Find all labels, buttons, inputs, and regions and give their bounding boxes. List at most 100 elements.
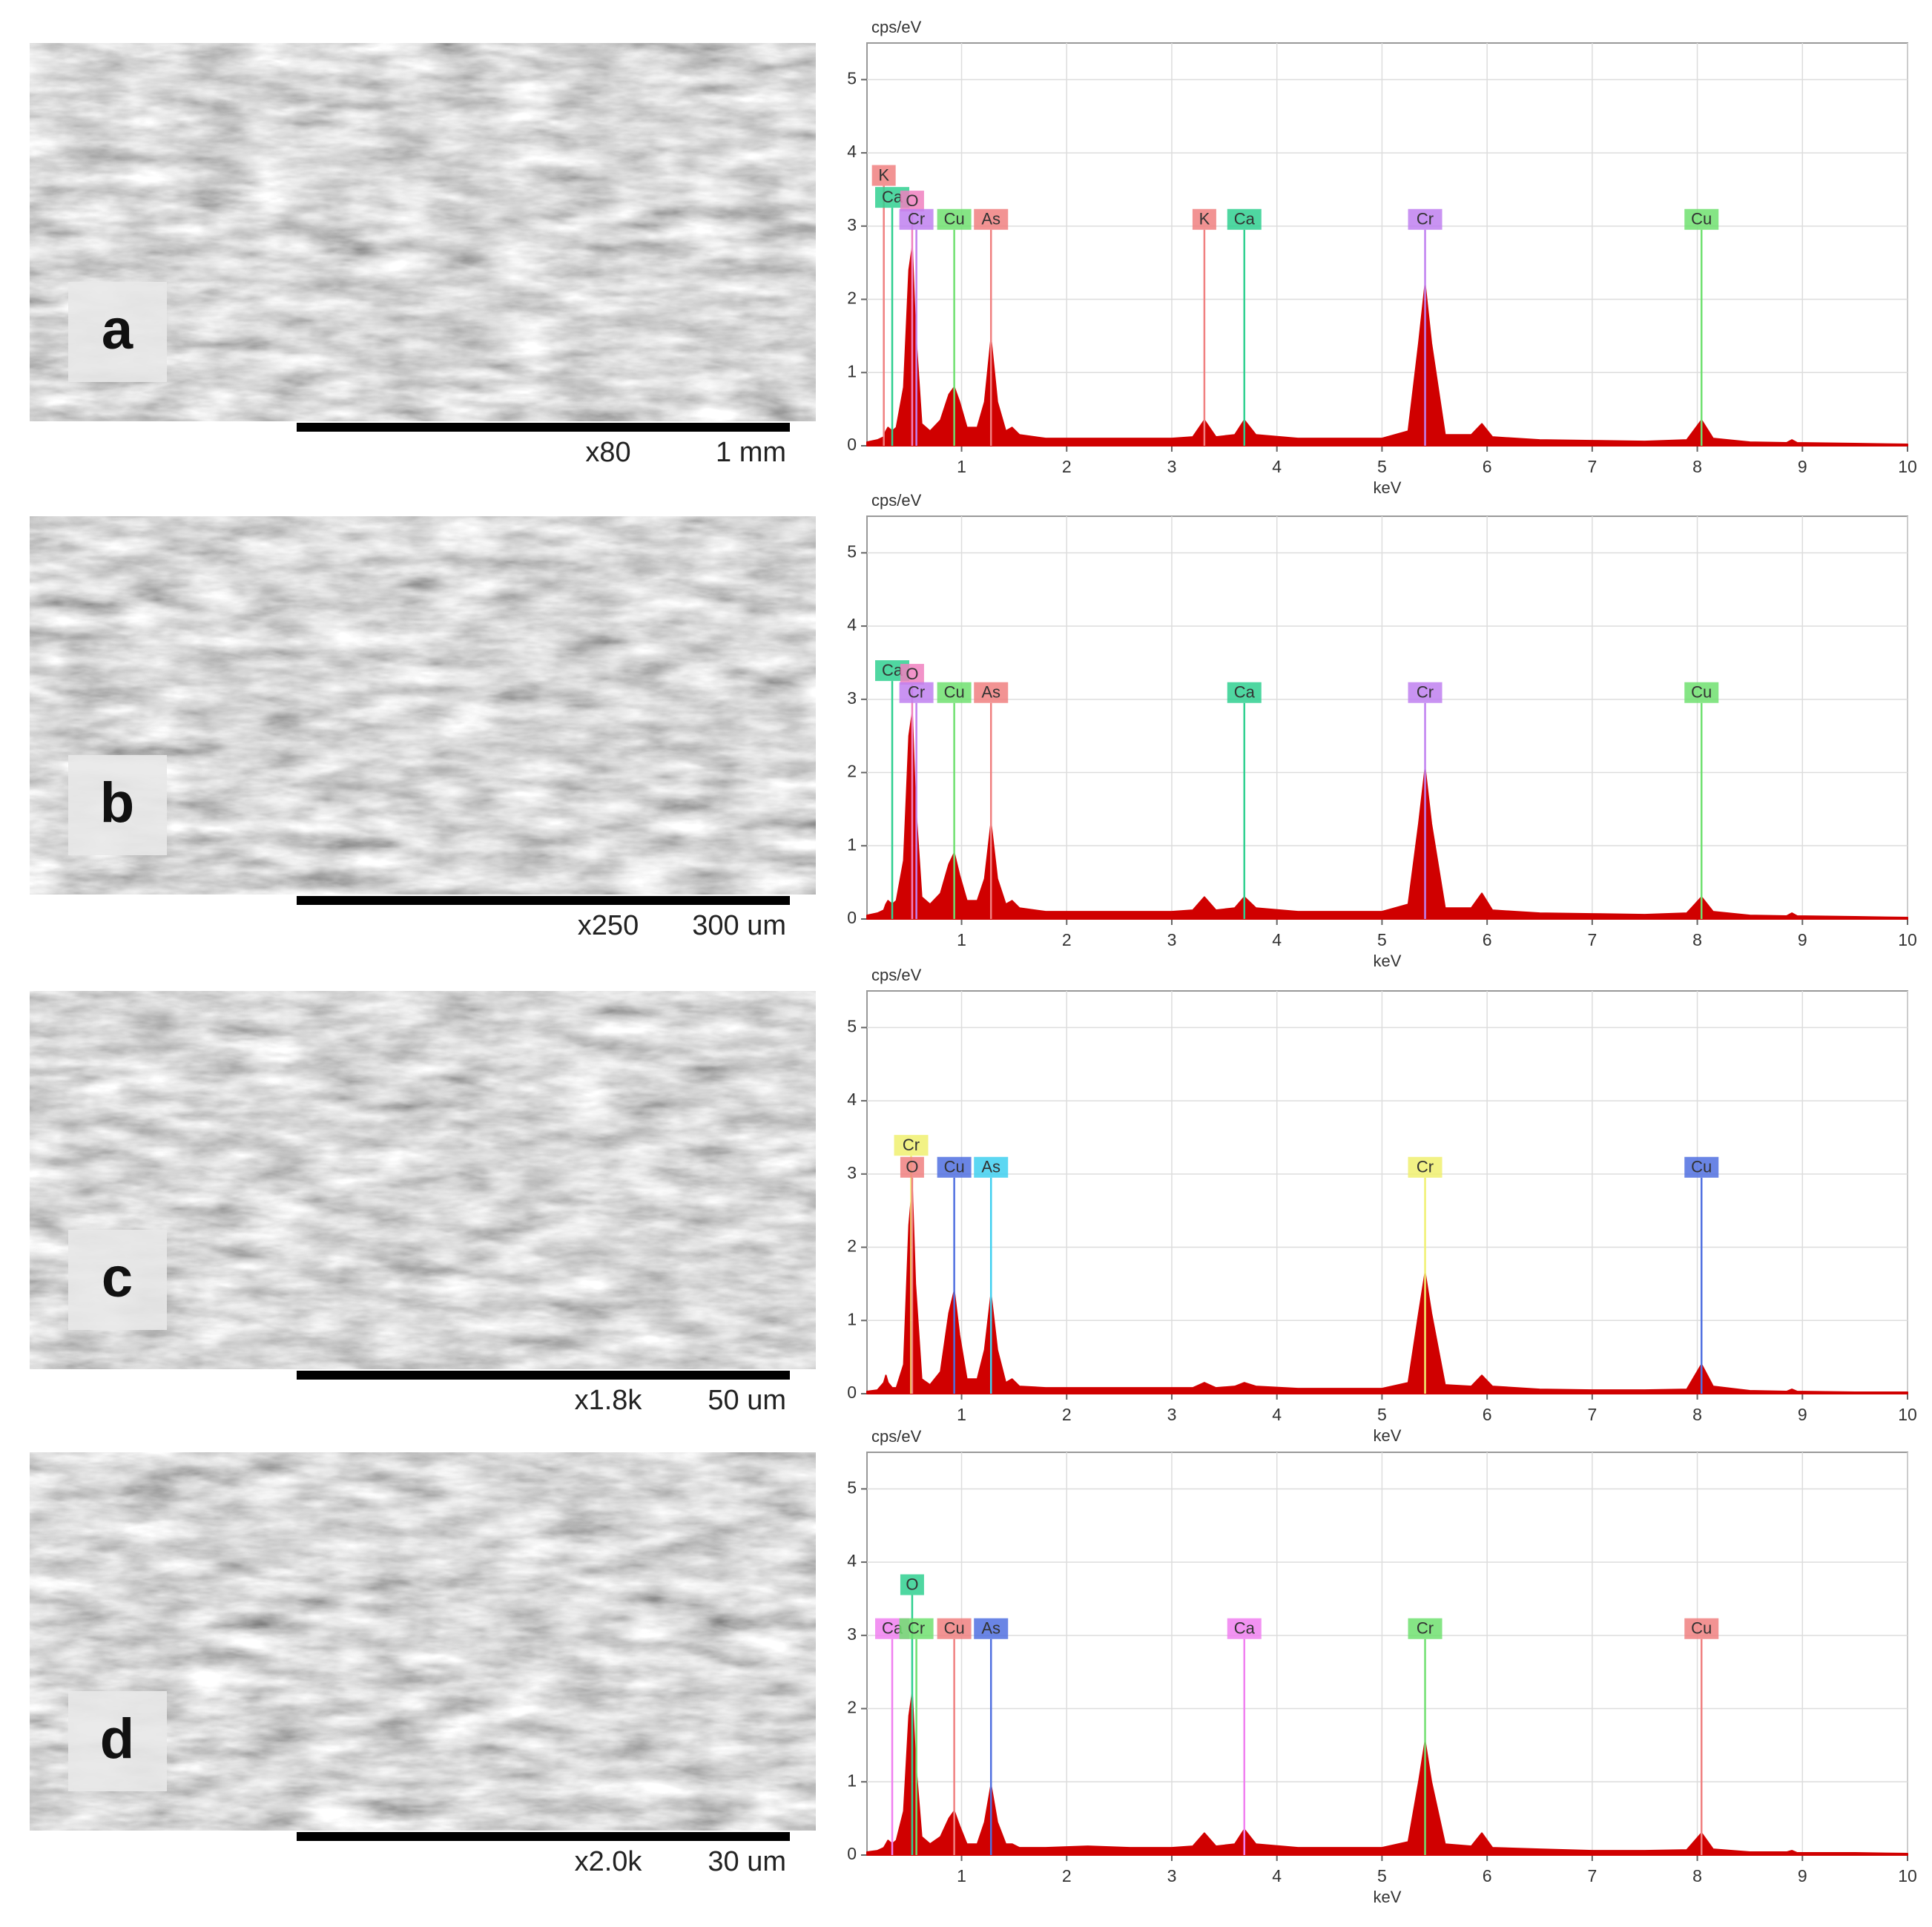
element-tag bbox=[899, 682, 934, 703]
x-tick-label: 1 bbox=[957, 1405, 966, 1424]
y-tick-label: 0 bbox=[847, 435, 857, 454]
plot-area bbox=[866, 42, 1908, 447]
x-tick-label: 1 bbox=[957, 457, 966, 476]
y-tick-label: 5 bbox=[847, 541, 857, 561]
x-tick-label: 3 bbox=[1167, 930, 1177, 949]
element-tag bbox=[1408, 208, 1443, 230]
x-tick-label: 1 bbox=[957, 1866, 966, 1885]
x-tick-label: 7 bbox=[1587, 457, 1597, 476]
element-label: Cu bbox=[1691, 1619, 1712, 1638]
x-tick-label: 7 bbox=[1587, 1866, 1597, 1885]
element-tag bbox=[937, 1156, 972, 1178]
y-tick-label: 5 bbox=[847, 1016, 857, 1035]
spectrum-chart: 0 1 2 3 4 5 1 2 3 4 5 6 7 8 9 10 cps/eV keV Cr O Cu As Cr Cu bbox=[847, 966, 1917, 1445]
x-tick-label: 5 bbox=[1377, 457, 1387, 476]
y-tick-label: 0 bbox=[847, 1383, 857, 1402]
y-tick-label: 2 bbox=[847, 289, 857, 308]
y-tick-label: 2 bbox=[847, 1698, 857, 1717]
x-tick-label: 7 bbox=[1587, 930, 1597, 949]
panel-label: a bbox=[102, 298, 133, 361]
x-tick-label: 2 bbox=[1062, 1405, 1072, 1424]
element-tag bbox=[1192, 208, 1216, 230]
x-tick-label: 6 bbox=[1483, 1866, 1492, 1885]
element-label: Cu bbox=[944, 210, 965, 228]
y-axis-label: cps/eV bbox=[871, 18, 922, 36]
x-tick-label: 5 bbox=[1377, 1405, 1387, 1424]
element-label: Cu bbox=[1691, 683, 1712, 702]
element-tag bbox=[899, 1618, 934, 1639]
y-tick-label: 4 bbox=[847, 615, 857, 634]
element-tag bbox=[1408, 682, 1443, 703]
element-tag bbox=[974, 1618, 1009, 1639]
element-tag bbox=[900, 191, 924, 212]
x-tick-label: 4 bbox=[1272, 1405, 1282, 1424]
scale-bar bbox=[297, 1832, 790, 1841]
x-tick-label: 2 bbox=[1062, 1866, 1072, 1885]
x-tick-label: 7 bbox=[1587, 1405, 1597, 1424]
element-label: As bbox=[981, 1158, 1000, 1176]
element-tag bbox=[937, 208, 972, 230]
element-label: Cu bbox=[944, 1619, 965, 1638]
x-tick-label: 6 bbox=[1483, 1405, 1492, 1424]
magnification: x250 bbox=[578, 910, 639, 941]
element-label: K bbox=[878, 165, 889, 184]
element-tag bbox=[1408, 1618, 1443, 1639]
x-tick-label: 10 bbox=[1898, 1866, 1917, 1885]
y-tick-label: 4 bbox=[847, 142, 857, 161]
scale: 1 mm bbox=[716, 437, 786, 468]
y-axis-label: cps/eV bbox=[871, 966, 922, 984]
panel-label: d bbox=[100, 1707, 134, 1770]
plot-area bbox=[866, 1452, 1908, 1856]
element-tag bbox=[900, 664, 924, 685]
scale: 50 um bbox=[708, 1385, 786, 1416]
element-label: Cr bbox=[1417, 210, 1434, 228]
element-tag bbox=[974, 1156, 1009, 1178]
y-tick-label: 0 bbox=[847, 908, 857, 927]
y-tick-label: 1 bbox=[847, 1770, 857, 1790]
y-tick-label: 4 bbox=[847, 1090, 857, 1109]
x-tick-label: 2 bbox=[1062, 930, 1072, 949]
y-tick-label: 4 bbox=[847, 1551, 857, 1570]
element-label: Cr bbox=[908, 683, 925, 702]
element-label: Ca bbox=[1234, 210, 1256, 228]
scale-bar bbox=[297, 896, 790, 905]
y-tick-label: 3 bbox=[847, 1163, 857, 1182]
element-tag bbox=[1684, 1618, 1719, 1639]
panel-label: c bbox=[102, 1246, 133, 1309]
element-tag bbox=[1408, 1156, 1443, 1178]
x-tick-label: 3 bbox=[1167, 457, 1177, 476]
element-label: Cr bbox=[908, 210, 925, 228]
y-tick-label: 3 bbox=[847, 215, 857, 234]
scale: 300 um bbox=[692, 910, 786, 941]
element-label: Cu bbox=[944, 683, 965, 702]
x-tick-label: 2 bbox=[1062, 457, 1072, 476]
element-label: K bbox=[1199, 210, 1210, 228]
element-label: Cu bbox=[944, 1158, 965, 1176]
element-tag bbox=[1684, 208, 1719, 230]
element-tag bbox=[937, 1618, 972, 1639]
y-tick-label: 1 bbox=[847, 834, 857, 854]
x-axis-label: keV bbox=[1374, 478, 1402, 497]
element-tag bbox=[974, 682, 1009, 703]
x-tick-label: 4 bbox=[1272, 930, 1282, 949]
element-label: Cr bbox=[1417, 1619, 1434, 1638]
y-tick-label: 5 bbox=[847, 68, 857, 88]
x-tick-label: 3 bbox=[1167, 1866, 1177, 1885]
element-label: Cr bbox=[1417, 1158, 1434, 1176]
element-label: O bbox=[906, 1575, 918, 1593]
y-tick-label: 1 bbox=[847, 361, 857, 381]
x-tick-label: 5 bbox=[1377, 930, 1387, 949]
x-tick-label: 6 bbox=[1483, 457, 1492, 476]
magnification: x80 bbox=[585, 437, 630, 468]
x-tick-label: 8 bbox=[1692, 457, 1702, 476]
magnification: x2.0k bbox=[575, 1846, 643, 1877]
scale: 30 um bbox=[708, 1846, 786, 1877]
x-tick-label: 10 bbox=[1898, 1405, 1917, 1424]
element-tag bbox=[974, 208, 1009, 230]
x-tick-label: 10 bbox=[1898, 930, 1917, 949]
x-axis-label: keV bbox=[1374, 1426, 1402, 1445]
x-axis-label: keV bbox=[1374, 1888, 1402, 1906]
